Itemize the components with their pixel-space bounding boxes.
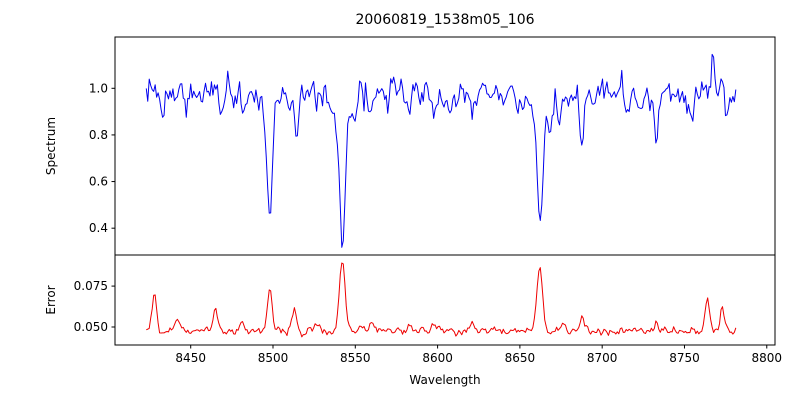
x-tick-label: 8500 — [258, 351, 289, 365]
error-y-tick-label: 0.075 — [74, 279, 108, 293]
x-tick-label: 8550 — [340, 351, 371, 365]
spectrum-y-tick-label: 0.4 — [89, 221, 108, 235]
x-tick-label: 8800 — [751, 351, 782, 365]
spectrum-y-tick-label: 0.6 — [89, 175, 108, 189]
x-tick-label: 8650 — [505, 351, 536, 365]
spectrum-line — [145, 53, 737, 248]
error-axes-border — [114, 254, 776, 346]
x-tick-label: 8750 — [669, 351, 700, 365]
spectrum-y-axis-label: Spectrum — [44, 117, 58, 175]
plot-content — [145, 53, 737, 338]
x-tick-label: 8600 — [422, 351, 453, 365]
error-line — [146, 262, 737, 338]
chart-title: 20060819_1538m05_106 — [355, 12, 534, 28]
axis-ticks: 8450 8500 8550 8600 8650 8700 8750 8800 0.4 0.6 0.… — [74, 81, 782, 365]
x-tick-label: 8450 — [175, 351, 206, 365]
spectrum-y-tick-label: 0.8 — [89, 128, 108, 142]
x-axis-label: Wavelength — [409, 373, 480, 387]
spectrum-y-tick-label: 1.0 — [89, 81, 108, 95]
error-y-tick-label: 0.050 — [74, 320, 108, 334]
x-tick-label: 8700 — [587, 351, 618, 365]
error-y-axis-label: Error — [44, 285, 58, 314]
